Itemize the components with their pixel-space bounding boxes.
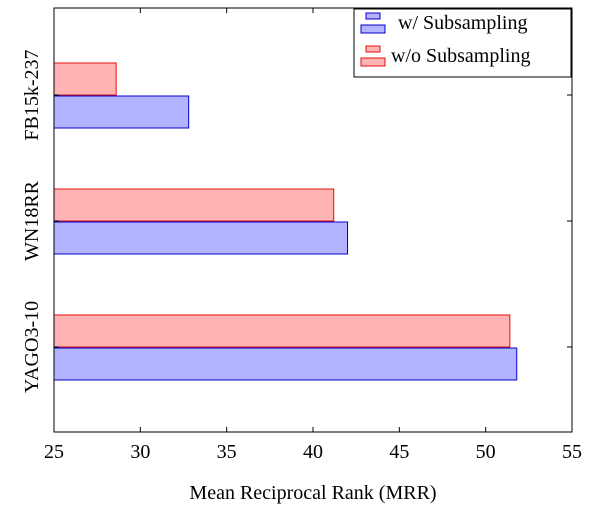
category-labels: FB15k-237 WN18RR YAGO3-10 xyxy=(21,49,43,393)
x-tick-label: 55 xyxy=(562,441,582,463)
bar-with-subsampling-fb15k-237 xyxy=(53,95,190,129)
legend-label: w/o Subsampling xyxy=(391,45,530,67)
bar-with-subsampling-yago3-10 xyxy=(53,347,518,381)
bar-with-subsampling-wn18rr xyxy=(53,221,349,255)
legend-swatch xyxy=(360,24,386,34)
bars-layer xyxy=(53,62,518,381)
bar-without-subsampling-wn18rr xyxy=(53,188,335,222)
category-label-fb15k-237: FB15k-237 xyxy=(21,49,43,140)
legend-entry: w/ Subsampling xyxy=(360,12,527,34)
bar-without-subsampling-yago3-10 xyxy=(53,314,511,348)
legend-box xyxy=(353,8,572,78)
x-tick-label: 45 xyxy=(389,441,409,463)
legend-swatch xyxy=(365,12,381,20)
axis-ticks: 25 30 35 40 45 50 55 xyxy=(44,8,582,463)
legend-entry: w/o Subsampling xyxy=(360,45,530,67)
legend-swatch xyxy=(365,45,381,53)
legend-label: w/ Subsampling xyxy=(398,12,527,34)
legend: w/ Subsampling w/o Subsampling xyxy=(353,8,572,78)
x-tick-label: 35 xyxy=(217,441,237,463)
category-label-wn18rr: WN18RR xyxy=(21,180,43,261)
category-label-yago3-10: YAGO3-10 xyxy=(21,301,43,393)
x-axis-label: Mean Reciprocal Rank (MRR) xyxy=(189,482,436,504)
x-tick-label: 50 xyxy=(476,441,496,463)
x-tick-label: 30 xyxy=(130,441,150,463)
legend-swatch xyxy=(360,57,386,67)
x-tick-label: 40 xyxy=(303,441,323,463)
bar-without-subsampling-fb15k-237 xyxy=(53,62,117,96)
x-tick-label: 25 xyxy=(44,441,64,463)
